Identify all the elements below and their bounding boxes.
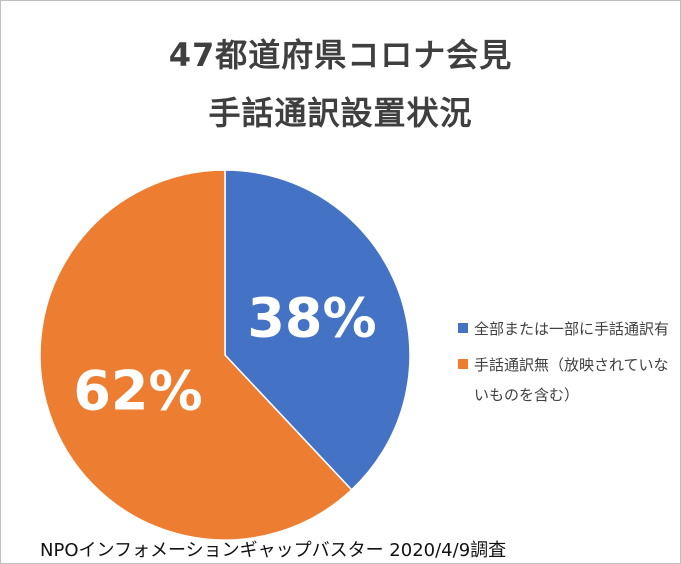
chart-title-line-1: 47都道府県コロナ会見 (168, 36, 513, 74)
legend: 全部または一部に手話通訳有 手話通訳無（放映されていないものを含む） (458, 314, 678, 416)
source-footer: NPOインフォメーションギャップバスター 2020/4/9調査 (40, 540, 507, 561)
legend-label-no-interpreter: 手話通訳無（放映されていないものを含む） (474, 356, 669, 404)
legend-item-no-interpreter: 手話通訳無（放映されていないものを含む） (458, 350, 678, 410)
legend-label-interpreter-present: 全部または一部に手話通訳有 (474, 320, 670, 338)
data-label-no-interpreter: 62% (73, 360, 202, 423)
legend-swatch-orange (458, 359, 468, 369)
data-label-interpreter-present: 38% (247, 287, 376, 350)
pie-slice-interpreter-present (224, 169, 411, 491)
pie-slice-no-interpreter (39, 169, 353, 541)
legend-item-interpreter-present: 全部または一部に手話通訳有 (458, 314, 678, 344)
chart-title-line-2: 手話通訳設置状況 (208, 94, 473, 132)
legend-swatch-blue (458, 323, 468, 333)
